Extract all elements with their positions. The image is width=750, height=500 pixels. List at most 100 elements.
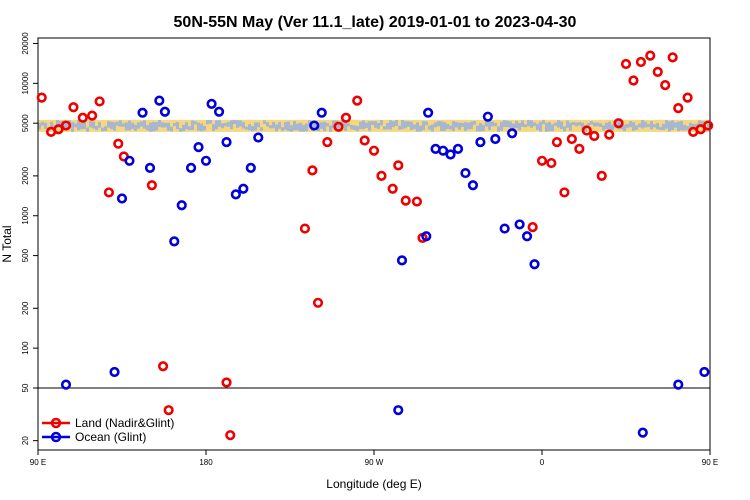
ocean-point xyxy=(445,149,456,160)
band-stripe xyxy=(638,123,641,128)
land-point xyxy=(113,138,124,149)
land-point xyxy=(667,52,678,63)
band-stripe xyxy=(122,123,125,127)
band-stripe xyxy=(596,122,599,127)
legend-label-land: Land (Nadir&Glint) xyxy=(75,416,174,430)
band-stripe xyxy=(398,125,401,130)
y-tick-label: 200 xyxy=(21,301,30,315)
band-stripe xyxy=(695,123,698,128)
legend-entry-land: Land (Nadir&Glint) xyxy=(42,416,174,430)
band-stripe xyxy=(542,119,545,125)
band-stripe xyxy=(254,122,257,131)
band-stripe xyxy=(566,120,569,128)
band-stripe xyxy=(176,121,179,130)
ocean-point xyxy=(200,155,212,166)
band-stripe xyxy=(152,121,155,132)
y-tick-label: 50 xyxy=(21,383,30,392)
band-stripe xyxy=(65,122,68,130)
y-axis-label: N Total xyxy=(0,225,14,262)
band-stripe xyxy=(134,124,137,131)
ocean-point xyxy=(309,120,320,131)
land-point xyxy=(333,121,344,132)
band-stripe xyxy=(389,120,392,130)
land-point xyxy=(703,120,714,131)
band-stripe xyxy=(368,121,371,131)
band-stripe xyxy=(467,122,470,130)
band-stripe xyxy=(662,123,665,131)
band-stripe xyxy=(410,121,413,130)
band-stripe xyxy=(431,124,434,132)
land-point xyxy=(376,170,387,181)
band-stripe xyxy=(512,123,515,129)
band-stripe xyxy=(104,126,107,132)
land-point xyxy=(589,130,600,142)
band-stripe xyxy=(155,122,158,131)
land-point xyxy=(87,110,98,121)
band-stripe xyxy=(107,121,110,128)
land-point xyxy=(411,196,423,207)
band-stripe xyxy=(125,122,128,131)
band-stripe xyxy=(536,123,539,130)
ocean-point xyxy=(421,231,432,242)
land-point xyxy=(163,405,174,416)
band-stripe xyxy=(110,121,113,130)
band-stripe xyxy=(95,125,98,131)
band-stripe xyxy=(479,123,482,132)
land-point xyxy=(157,361,169,372)
land-point xyxy=(546,157,557,169)
band-stripe xyxy=(650,121,653,130)
land-point xyxy=(596,170,607,181)
land-point xyxy=(536,155,548,166)
band-stripe xyxy=(593,122,596,127)
band-stripe xyxy=(353,125,356,130)
land-point xyxy=(393,160,404,171)
band-stripe xyxy=(437,120,440,127)
band-stripe xyxy=(356,126,359,132)
x-tick-label: 0 xyxy=(540,458,545,467)
band-stripe xyxy=(269,125,272,129)
x-tick-label: 90 W xyxy=(365,458,384,467)
band-stripe xyxy=(119,120,122,127)
land-point xyxy=(628,75,639,86)
band-stripe xyxy=(539,121,542,132)
band-stripe xyxy=(575,122,578,127)
band-stripe xyxy=(140,121,143,127)
band-stripe xyxy=(473,121,476,125)
band-stripe xyxy=(386,123,389,130)
band-stripe xyxy=(116,121,119,126)
land-point xyxy=(307,165,318,176)
band-stripe xyxy=(359,121,362,130)
band-stripe xyxy=(611,124,614,131)
band-stripe xyxy=(245,126,248,130)
band-stripe xyxy=(440,121,443,131)
band-stripe xyxy=(455,122,458,128)
band-stripe xyxy=(44,122,47,129)
ocean-point xyxy=(507,128,518,139)
band-stripe xyxy=(281,127,284,132)
band-stripe xyxy=(404,121,407,129)
band-stripe xyxy=(224,122,227,127)
band-stripe xyxy=(485,120,488,127)
band-stripe xyxy=(698,120,701,127)
band-stripe xyxy=(236,120,239,128)
x-tick-label: 90 E xyxy=(30,458,46,467)
land-point xyxy=(352,95,363,106)
band-stripe xyxy=(290,125,293,132)
ocean-point xyxy=(144,162,156,173)
band-stripe xyxy=(299,122,302,132)
band-stripe xyxy=(635,125,638,130)
band-stripe xyxy=(392,121,395,128)
ocean-point xyxy=(423,107,434,118)
band-stripe xyxy=(494,122,497,127)
y-tick-label: 20 xyxy=(21,436,30,445)
ocean-point xyxy=(230,189,241,200)
band-stripe xyxy=(71,122,74,132)
x-tick-label: 180 xyxy=(199,458,213,467)
band-stripe xyxy=(422,121,425,130)
ocean-point xyxy=(499,223,510,234)
land-point xyxy=(322,136,333,148)
band-stripe xyxy=(581,122,584,130)
ocean-point xyxy=(490,133,501,145)
band-stripe xyxy=(173,123,176,127)
